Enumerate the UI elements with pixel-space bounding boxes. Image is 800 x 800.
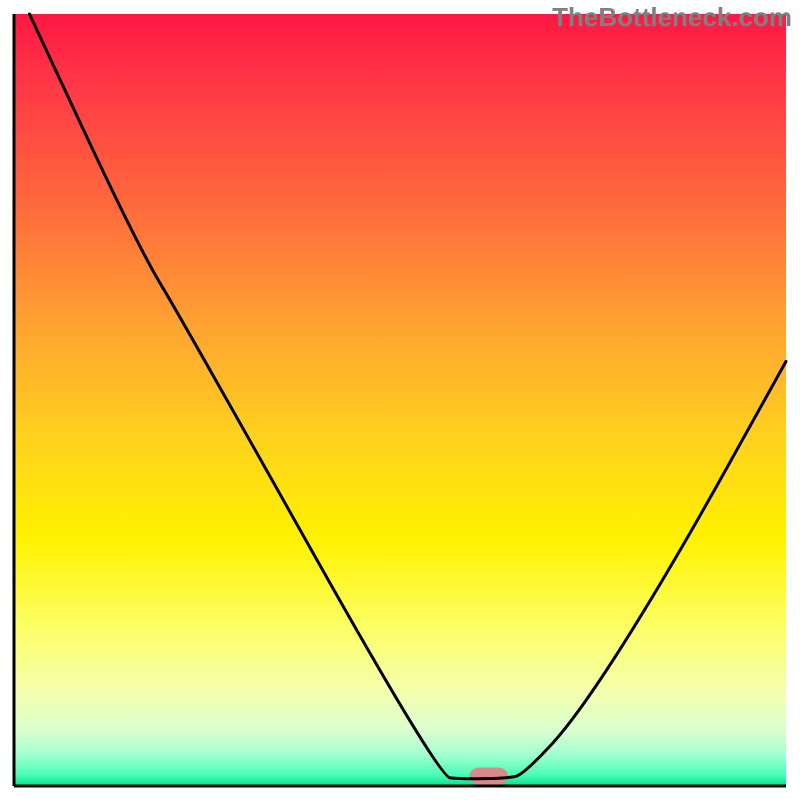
- optimal-marker: [469, 767, 508, 784]
- gradient-background: [14, 14, 786, 786]
- watermark-text: TheBottleneck.com: [552, 2, 792, 33]
- chart-svg: [0, 0, 800, 800]
- bottleneck-chart: TheBottleneck.com: [0, 0, 800, 800]
